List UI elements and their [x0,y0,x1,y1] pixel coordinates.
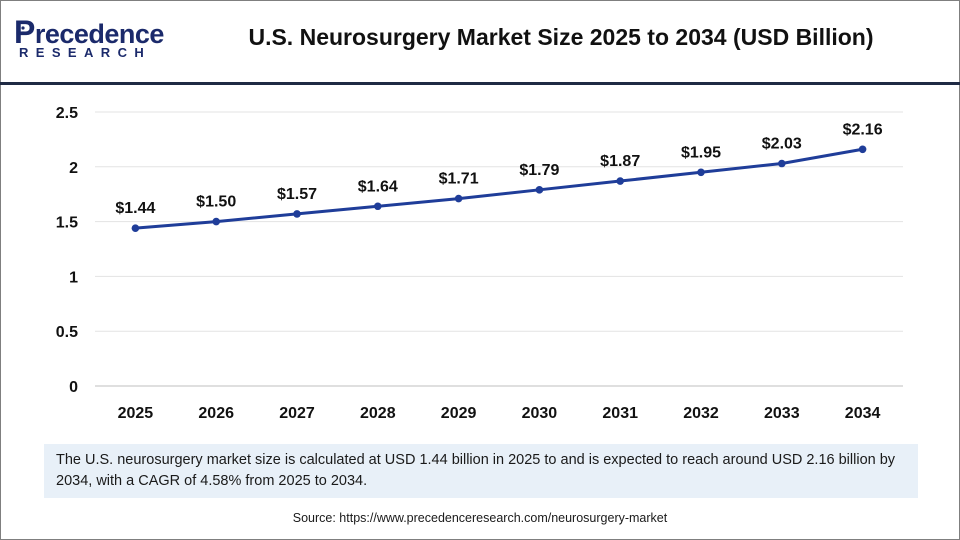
data-point [293,210,301,218]
data-points [131,145,867,232]
data-labels: $1.44 $1.50 $1.57 $1.64 $1.71 $1.79 $1.87 $1.95… [115,121,882,217]
logo-subtitle: RESEARCH [19,45,152,60]
precedence-research-logo: Precedence RESEARCH [14,14,164,66]
data-point [212,217,220,226]
data-label: $1.44 [115,200,155,217]
data-point [535,186,544,194]
y-axis-ticks: 0 0.5 1 1.5 2 2.5 [56,105,78,396]
header-divider [0,82,960,85]
data-label: $1.64 [358,178,398,195]
y-tick-label: 1.5 [56,215,78,232]
data-label: $1.71 [439,171,479,188]
x-tick-label: 2027 [279,405,315,422]
line-chart: 0 0.5 1 1.5 2 2.5 2025 2026 2027 2028 2029 2030 203… [56,105,903,422]
y-tick-label: 2 [69,160,78,177]
y-tick-label: 1 [69,269,78,286]
chart-title: U.S. Neurosurgery Market Size 2025 to 20… [248,24,874,50]
data-label: $1.57 [277,186,317,203]
data-point [858,145,867,154]
data-label: $2.03 [762,136,802,153]
data-point [778,159,786,168]
logo-wordmark: Precedence [14,14,164,50]
data-point [616,177,624,185]
data-label: $1.95 [681,144,721,161]
x-tick-label: 2026 [198,405,234,422]
data-label: $1.87 [600,153,640,170]
y-tick-label: 0 [69,379,78,396]
x-axis-ticks: 2025 2026 2027 2028 2029 2030 2031 2032 2033 2034 [118,405,881,422]
x-tick-label: 2034 [845,405,881,422]
y-tick-label: 2.5 [56,105,78,122]
x-tick-label: 2033 [764,405,800,422]
y-tick-label: 0.5 [56,324,78,341]
source-text: Source: https://www.precedenceresearch.c… [292,511,668,525]
data-point [131,224,140,232]
x-tick-label: 2032 [683,405,719,422]
x-tick-label: 2030 [522,405,558,422]
series-line [135,147,863,230]
data-label: $1.50 [196,194,236,211]
data-label: $1.79 [519,162,559,179]
data-label: $2.16 [843,121,883,138]
description-box: The U.S. neurosurgery market size is cal… [44,444,918,498]
x-tick-label: 2025 [118,405,154,422]
data-point [454,194,463,203]
data-point [697,168,705,177]
data-point [374,202,382,211]
x-tick-label: 2028 [360,405,396,422]
x-tick-label: 2029 [441,405,477,422]
x-tick-label: 2031 [602,405,638,422]
gridlines [95,111,903,332]
header: Precedence RESEARCH U.S. Neurosurgery Ma… [0,0,960,85]
logo-dots-icon [16,26,25,35]
